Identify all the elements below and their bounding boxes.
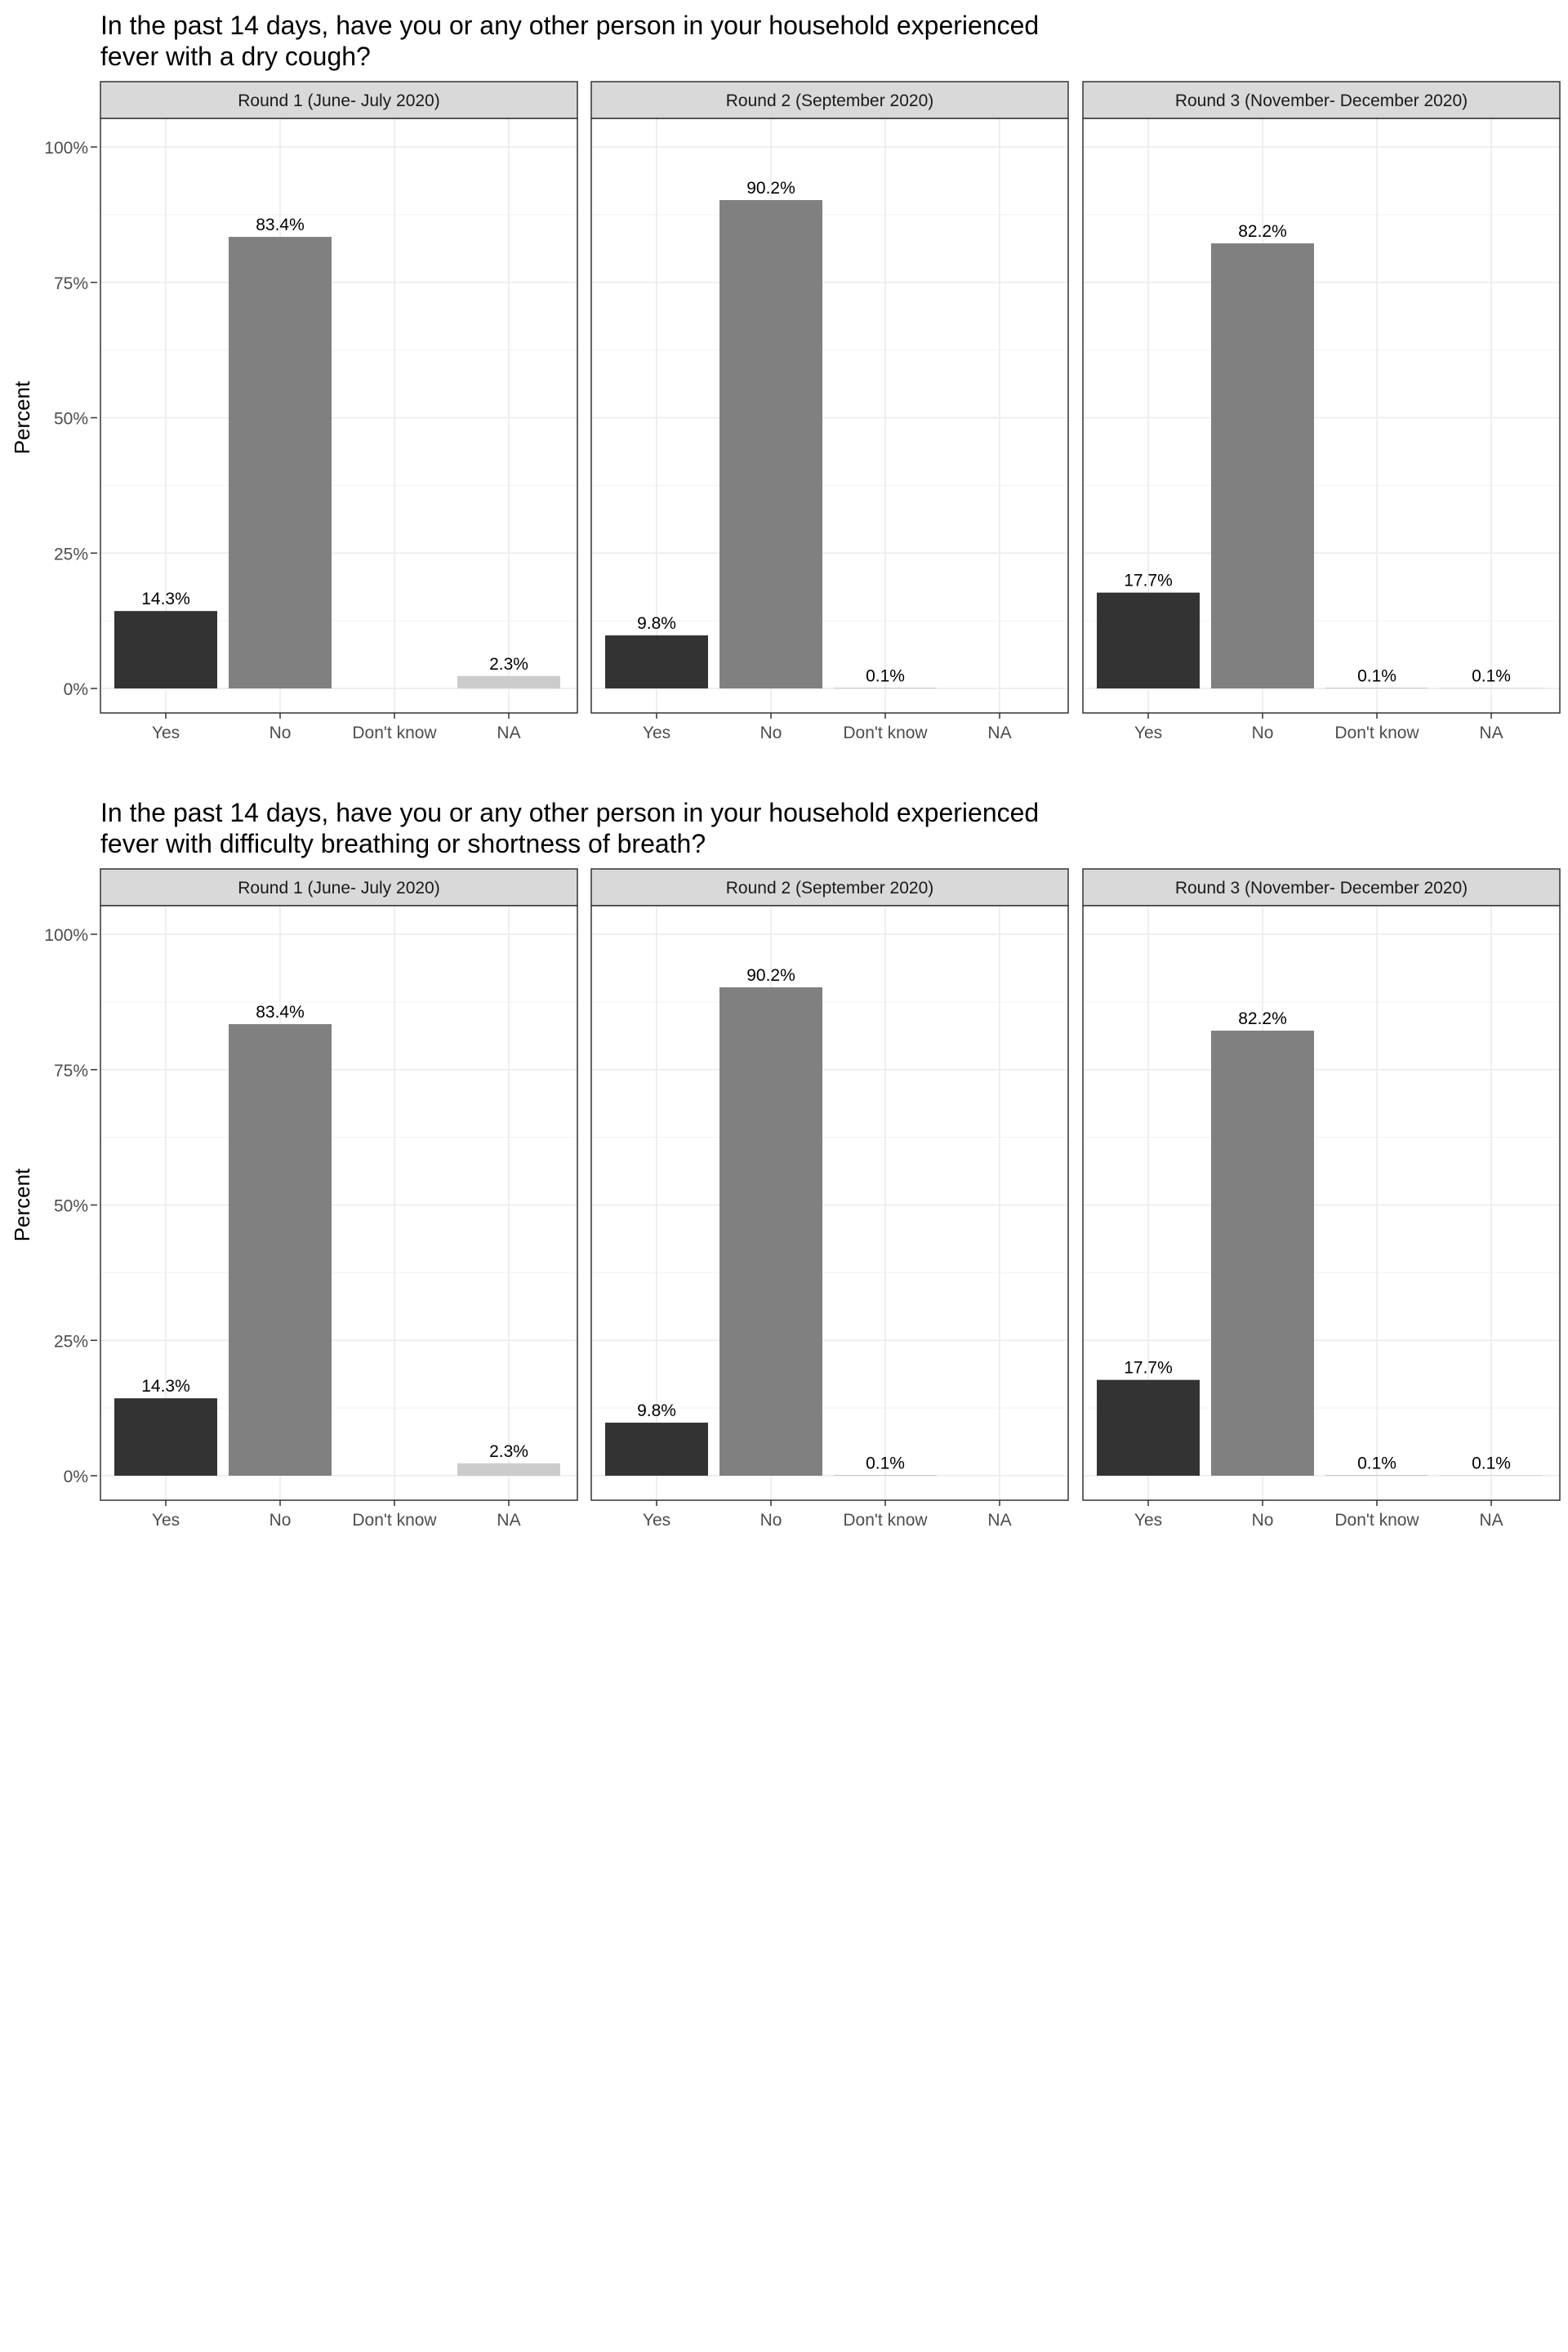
y-tick-label: 50% <box>54 1197 88 1216</box>
facet-strip-label: Round 2 (September 2020) <box>726 879 934 898</box>
bar-value-label: 90.2% <box>746 966 795 985</box>
x-tick-label: Yes <box>152 1511 180 1530</box>
x-tick-label: Don't know <box>352 1511 437 1530</box>
bar-value-label: 2.3% <box>489 1442 528 1461</box>
x-tick-label: No <box>270 724 292 742</box>
x-tick-label: Don't know <box>1334 724 1419 742</box>
y-tick-label: 100% <box>44 139 88 158</box>
bar-yes <box>1097 1379 1200 1476</box>
x-tick-label: Yes <box>1134 724 1162 742</box>
x-tick-label: Yes <box>1134 1511 1162 1530</box>
bar-no <box>229 1024 332 1476</box>
bar-value-label: 82.2% <box>1238 1009 1287 1028</box>
facet-strip-label: Round 3 (November- December 2020) <box>1175 879 1468 898</box>
bar-value-label: 17.7% <box>1124 1359 1173 1378</box>
panel-border <box>1082 905 1561 1501</box>
x-tick-label: Yes <box>152 724 180 742</box>
bar-value-label: 14.3% <box>141 1377 190 1396</box>
bar-value-label: 0.1% <box>1472 1454 1511 1472</box>
bar-value-label: 9.8% <box>637 614 676 633</box>
bar-yes <box>605 1423 708 1476</box>
chart-title: In the past 14 days, have you or any oth… <box>100 798 1039 827</box>
y-tick-label: 25% <box>54 545 88 564</box>
x-tick-label: No <box>760 1511 782 1530</box>
bar-value-label: 83.4% <box>256 1003 305 1022</box>
facet-strip-label: Round 3 (November- December 2020) <box>1175 91 1468 110</box>
facet-strip-label: Round 1 (June- July 2020) <box>238 879 439 898</box>
facet-strip <box>100 81 578 119</box>
bar-yes <box>605 635 708 688</box>
y-tick-label: 75% <box>54 274 88 293</box>
x-tick-label: Yes <box>643 1511 670 1530</box>
facet-strip <box>590 868 1069 906</box>
facet-strip <box>100 868 578 906</box>
bar-no <box>719 199 822 688</box>
panel-border <box>100 905 578 1501</box>
bar-don-t-know <box>834 1475 937 1476</box>
bar-value-label: 0.1% <box>1472 666 1511 685</box>
bar-na <box>457 1463 560 1476</box>
panel-border <box>590 118 1069 714</box>
facet-strip <box>1082 81 1561 119</box>
bar-don-t-know <box>1325 1475 1428 1476</box>
x-tick-label: Yes <box>643 724 670 742</box>
bar-yes <box>1097 592 1200 688</box>
bar-value-label: 83.4% <box>256 216 305 234</box>
bar-no <box>229 237 332 689</box>
bar-yes <box>114 1398 217 1476</box>
plot-panel <box>591 118 1068 713</box>
bar-na <box>457 675 560 688</box>
bar-no <box>1211 243 1314 688</box>
y-tick-label: 25% <box>54 1332 88 1351</box>
y-axis-label: Percent <box>10 381 34 454</box>
x-tick-label: NA <box>497 1511 520 1530</box>
y-tick-label: 0% <box>64 680 88 699</box>
y-tick-label: 75% <box>54 1062 88 1080</box>
bar-value-label: 90.2% <box>746 179 795 198</box>
bar-value-label: 0.1% <box>1357 666 1396 685</box>
facet-strip-label: Round 1 (June- July 2020) <box>238 91 439 110</box>
x-tick-label: NA <box>1479 1511 1503 1530</box>
x-tick-label: No <box>760 724 782 742</box>
x-tick-label: Don't know <box>1334 1511 1419 1530</box>
x-tick-label: Don't know <box>352 724 437 742</box>
bar-na <box>1440 1475 1543 1476</box>
x-tick-label: No <box>270 1511 292 1530</box>
x-tick-label: No <box>1252 724 1274 742</box>
bar-no <box>719 987 822 1476</box>
plot-panel <box>591 906 1068 1500</box>
bar-value-label: 17.7% <box>1124 572 1173 590</box>
panel-border <box>100 118 578 714</box>
bar-value-label: 0.1% <box>866 666 905 685</box>
bar-value-label: 0.1% <box>866 1454 905 1472</box>
chart-title: fever with a dry cough? <box>100 42 371 71</box>
x-tick-label: NA <box>1479 724 1503 742</box>
x-tick-label: NA <box>987 724 1011 742</box>
y-axis-label: Percent <box>10 1168 34 1241</box>
bar-no <box>1211 1031 1314 1476</box>
bar-value-label: 0.1% <box>1357 1454 1396 1472</box>
panel-border <box>590 905 1069 1501</box>
bar-value-label: 9.8% <box>637 1401 676 1420</box>
chart-title: In the past 14 days, have you or any oth… <box>100 11 1039 40</box>
facet-strip <box>1082 868 1561 906</box>
y-tick-label: 0% <box>64 1468 88 1486</box>
bar-value-label: 82.2% <box>1238 222 1287 241</box>
x-tick-label: NA <box>987 1511 1011 1530</box>
x-tick-label: Don't know <box>843 724 928 742</box>
facet-strip <box>590 81 1069 119</box>
bar-value-label: 2.3% <box>489 655 528 674</box>
panel-border <box>1082 118 1561 714</box>
y-tick-label: 50% <box>54 410 88 429</box>
x-tick-label: No <box>1252 1511 1274 1530</box>
facet-strip-label: Round 2 (September 2020) <box>726 91 934 110</box>
x-tick-label: NA <box>497 724 520 742</box>
x-tick-label: Don't know <box>843 1511 928 1530</box>
bar-yes <box>114 611 217 688</box>
chart-title: fever with difficulty breathing or short… <box>100 829 706 858</box>
bar-value-label: 14.3% <box>141 590 190 608</box>
y-tick-label: 100% <box>44 926 88 945</box>
